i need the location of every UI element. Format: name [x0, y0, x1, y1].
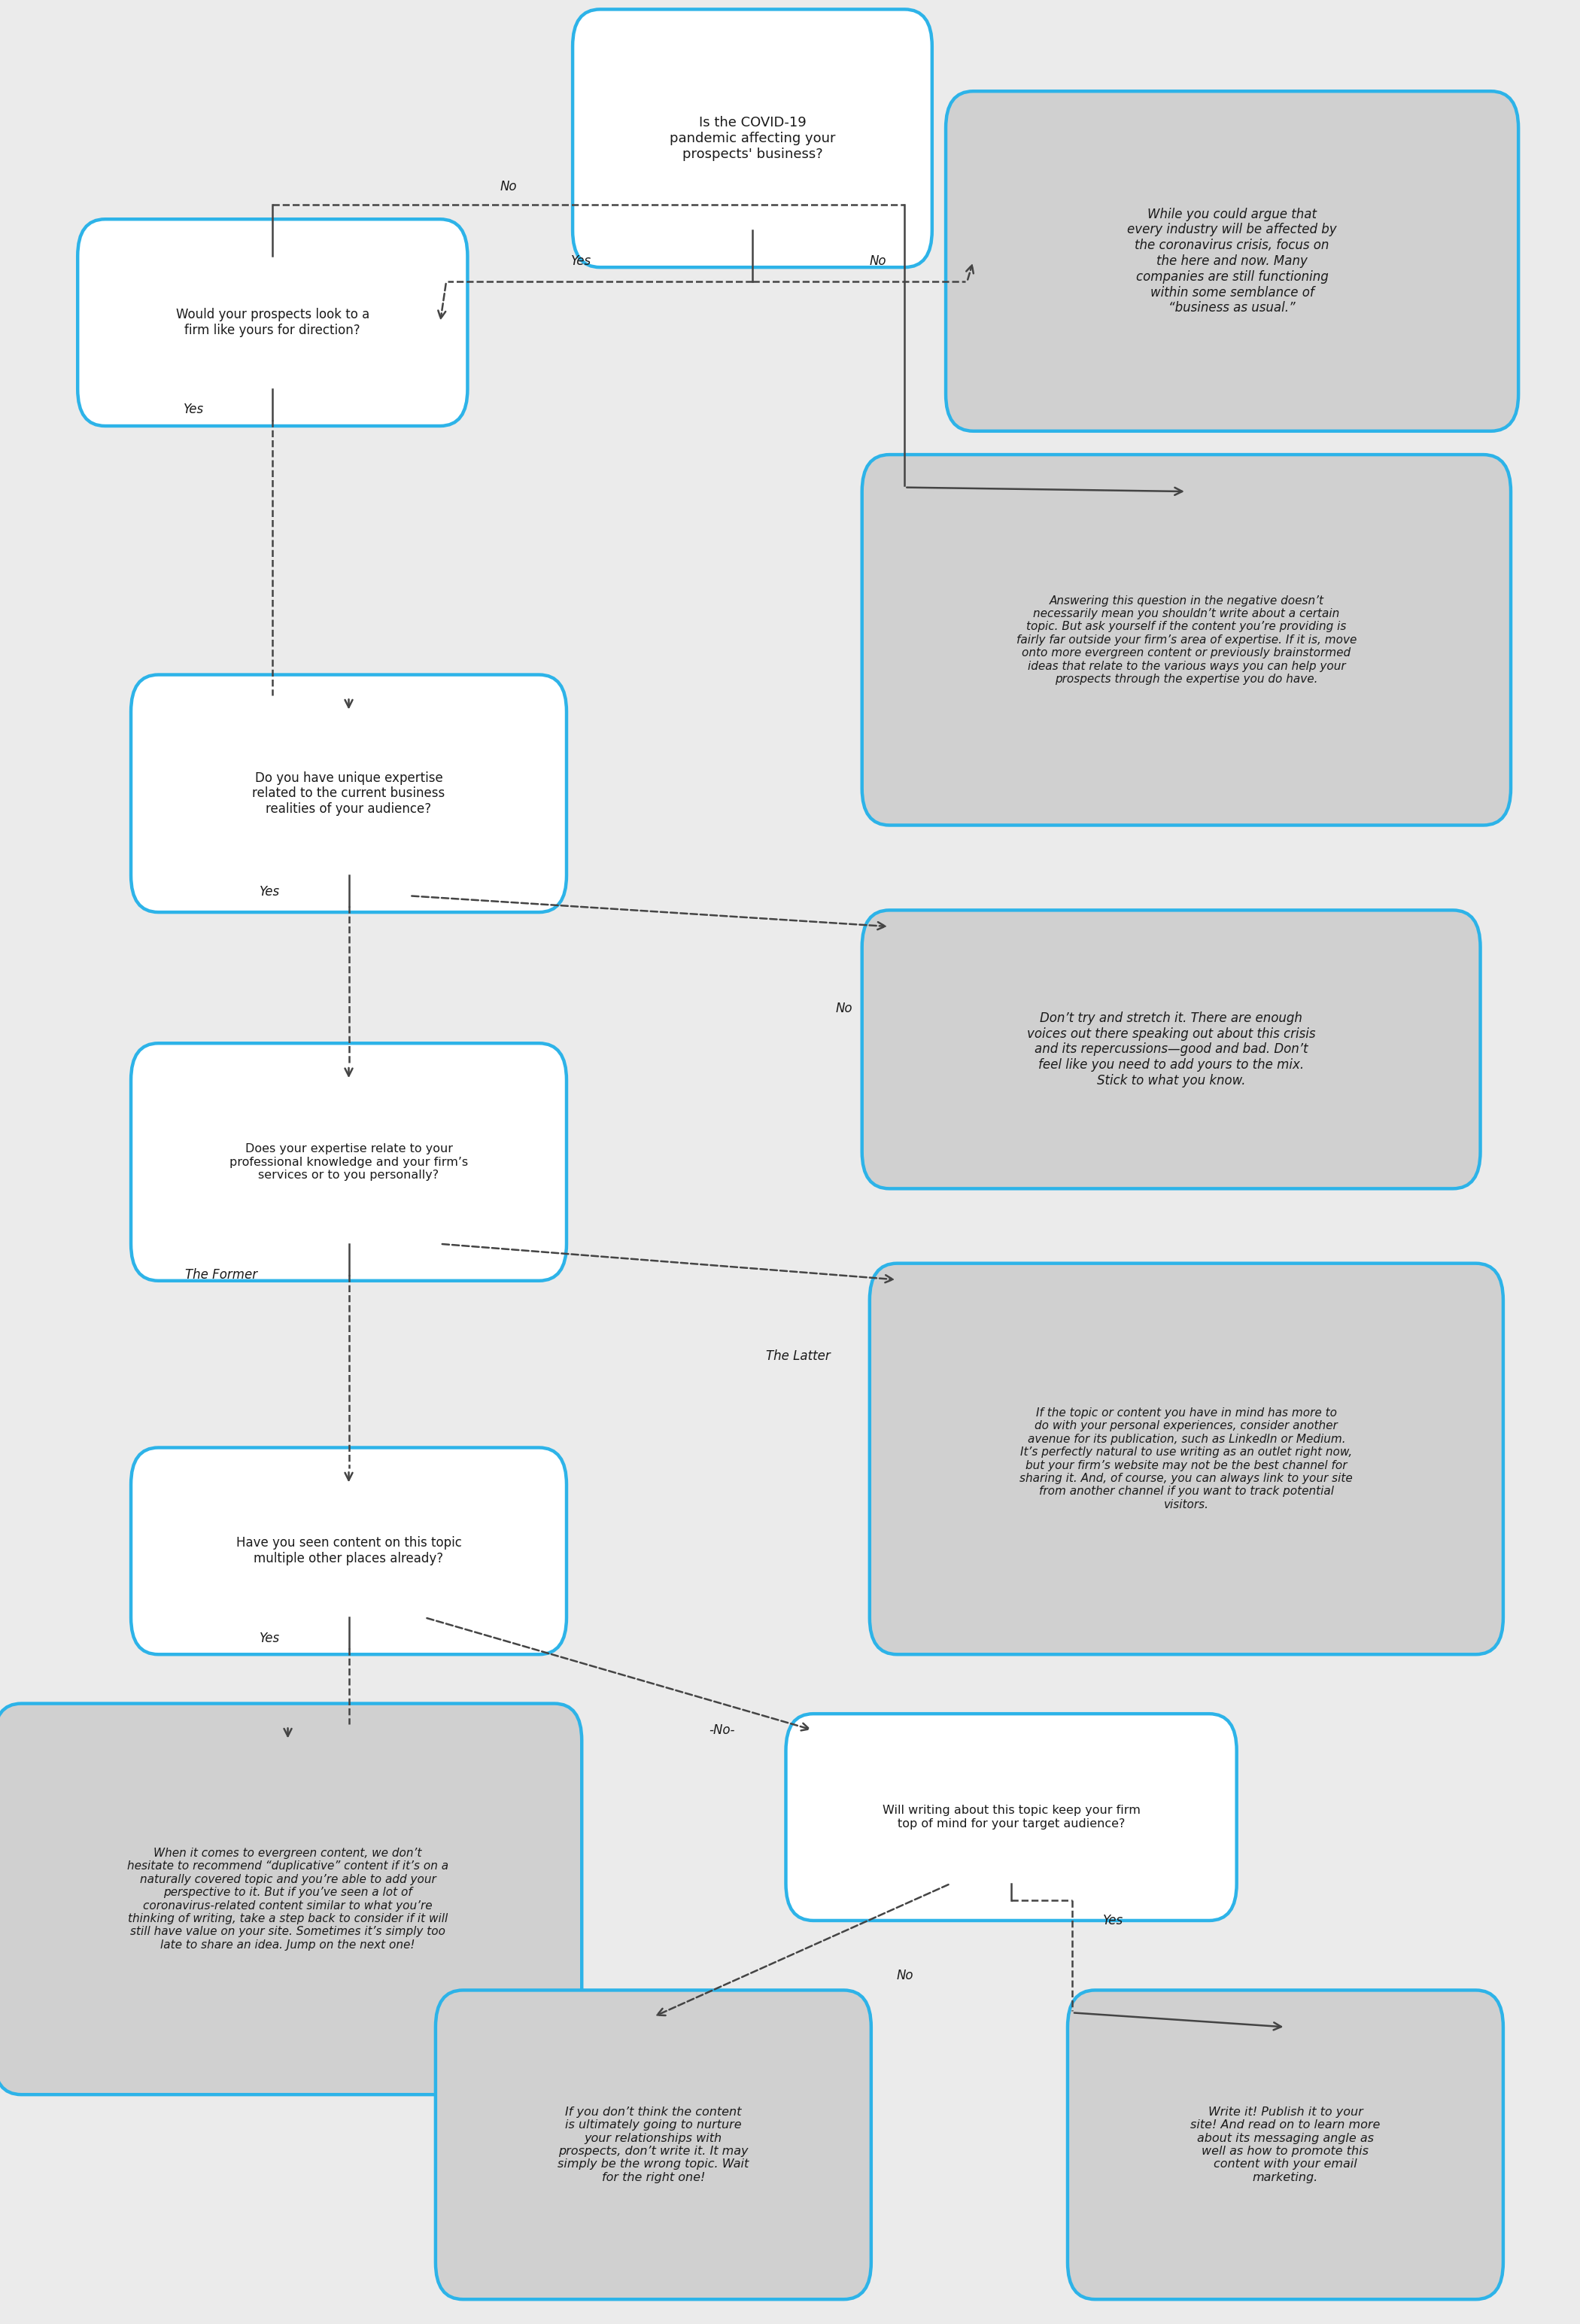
Text: No: No — [896, 1968, 913, 1982]
FancyBboxPatch shape — [863, 456, 1510, 825]
FancyBboxPatch shape — [869, 1264, 1503, 1655]
Text: No: No — [869, 253, 886, 267]
Text: Yes: Yes — [259, 885, 280, 899]
FancyBboxPatch shape — [131, 674, 567, 913]
FancyBboxPatch shape — [436, 1989, 871, 2298]
Text: Will writing about this topic keep your firm
top of mind for your target audienc: Will writing about this topic keep your … — [882, 1806, 1141, 1829]
Text: Would your prospects look to a
firm like yours for direction?: Would your prospects look to a firm like… — [175, 309, 370, 337]
Text: Have you seen content on this topic
multiple other places already?: Have you seen content on this topic mult… — [235, 1536, 461, 1566]
Text: Yes: Yes — [1103, 1913, 1123, 1927]
FancyBboxPatch shape — [1068, 1989, 1503, 2298]
FancyBboxPatch shape — [77, 218, 468, 425]
Text: Is the COVID-19
pandemic affecting your
prospects' business?: Is the COVID-19 pandemic affecting your … — [670, 116, 836, 160]
Text: The Former: The Former — [185, 1269, 258, 1281]
Text: Answering this question in the negative doesn’t
necessarily mean you shouldn’t w: Answering this question in the negative … — [1016, 595, 1357, 686]
FancyBboxPatch shape — [863, 911, 1480, 1188]
FancyBboxPatch shape — [131, 1043, 567, 1281]
Text: The Latter: The Latter — [766, 1350, 831, 1364]
Text: -No-: -No- — [709, 1724, 735, 1736]
Text: Does your expertise relate to your
professional knowledge and your firm’s
servic: Does your expertise relate to your profe… — [229, 1143, 468, 1181]
Text: When it comes to evergreen content, we don’t
hesitate to recommend “duplicative”: When it comes to evergreen content, we d… — [126, 1848, 449, 1950]
FancyBboxPatch shape — [785, 1713, 1237, 1920]
Text: While you could argue that
every industry will be affected by
the coronavirus cr: While you could argue that every industr… — [1127, 207, 1337, 314]
FancyBboxPatch shape — [946, 91, 1518, 430]
Text: Don’t try and stretch it. There are enough
voices out there speaking out about t: Don’t try and stretch it. There are enou… — [1027, 1011, 1316, 1088]
FancyBboxPatch shape — [0, 1703, 581, 2094]
Text: Yes: Yes — [183, 402, 204, 416]
Text: Write it! Publish it to your
site! And read on to learn more
about its messaging: Write it! Publish it to your site! And r… — [1190, 2106, 1381, 2182]
FancyBboxPatch shape — [131, 1448, 567, 1655]
Text: No: No — [836, 1002, 852, 1016]
Text: No: No — [501, 179, 517, 193]
Text: Yes: Yes — [259, 1631, 280, 1645]
FancyBboxPatch shape — [572, 9, 932, 267]
Text: If you don’t think the content
is ultimately going to nurture
your relationships: If you don’t think the content is ultima… — [558, 2106, 749, 2182]
Text: Yes: Yes — [570, 253, 591, 267]
Text: If the topic or content you have in mind has more to
do with your personal exper: If the topic or content you have in mind… — [1019, 1408, 1352, 1511]
Text: Do you have unique expertise
related to the current business
realities of your a: Do you have unique expertise related to … — [253, 772, 446, 816]
